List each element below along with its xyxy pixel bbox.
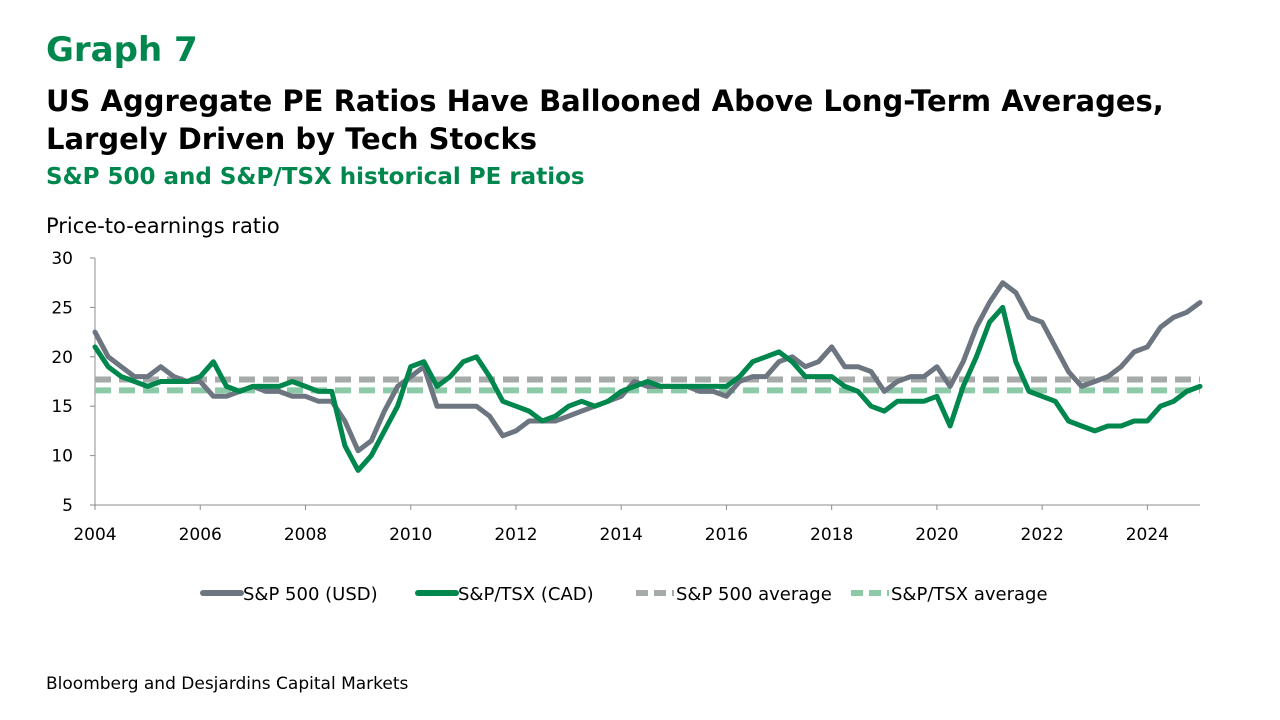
x-tick-label: 2008: [284, 525, 327, 545]
x-tick-label: 2004: [73, 525, 116, 545]
y-tick-label: 15: [51, 397, 73, 417]
x-tick-label: 2024: [1126, 525, 1169, 545]
chart-subtitle: S&P 500 and S&P/TSX historical PE ratios: [46, 164, 585, 190]
chart-legend: S&P 500 (USD) S&P/TSX (CAD) S&P 500 averag…: [200, 584, 1048, 605]
x-tick-label: 2010: [389, 525, 432, 545]
legend-label: S&P/TSX average: [891, 584, 1048, 605]
x-tick-label: 2020: [915, 525, 958, 545]
y-tick-label: 10: [51, 447, 73, 467]
x-tick-label: 2012: [494, 525, 537, 545]
graph-number: Graph 7: [46, 30, 198, 70]
legend-label: S&P 500 average: [676, 584, 832, 605]
legend-label: S&P 500 (USD): [243, 584, 378, 605]
sp500-series-line: [92, 280, 1203, 454]
y-tick-label: 30: [51, 249, 73, 269]
x-tick-label: 2006: [179, 525, 222, 545]
y-tick-label: 25: [51, 298, 73, 318]
x-tick-label: 2022: [1021, 525, 1064, 545]
tsx-series-line: [92, 304, 1203, 473]
legend-label: S&P/TSX (CAD): [458, 584, 594, 605]
x-tick-label: 2016: [705, 525, 748, 545]
source-note: Bloomberg and Desjardins Capital Markets: [46, 674, 409, 694]
x-tick-label: 2014: [600, 525, 643, 545]
chart-title: US Aggregate PE Ratios Have Ballooned Ab…: [46, 84, 1164, 156]
series-lines: [92, 280, 1203, 473]
y-tick-label: 20: [51, 348, 73, 368]
y-axis-title: Price-to-earnings ratio: [46, 214, 280, 238]
y-tick-label: 5: [62, 496, 73, 516]
x-tick-label: 2018: [810, 525, 853, 545]
